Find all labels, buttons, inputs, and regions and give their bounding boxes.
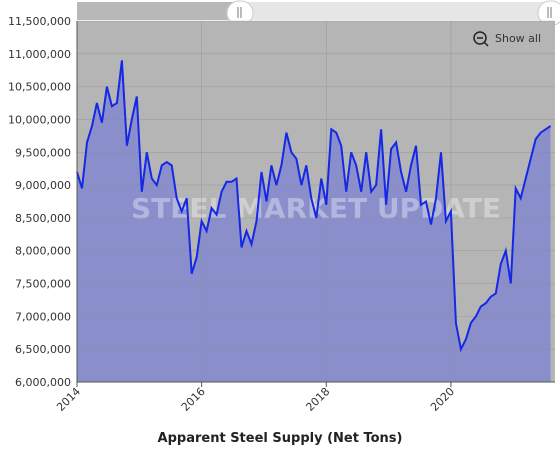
y-tick-label: 6,500,000 <box>15 343 71 356</box>
navigator-handle-right[interactable] <box>537 0 560 26</box>
y-tick-label: 8,500,000 <box>15 212 71 225</box>
y-tick-label: 11,500,000 <box>8 15 71 28</box>
chart-title: Apparent Steel Supply (Net Tons) <box>158 431 403 446</box>
y-tick-label: 7,000,000 <box>15 310 71 323</box>
y-tick-label: 9,000,000 <box>15 179 71 192</box>
reset-zoom-button[interactable]: Show all <box>473 31 541 47</box>
y-tick-label: 9,500,000 <box>15 146 71 159</box>
x-tick-label: 2020 <box>428 385 457 414</box>
x-tick-label: 2014 <box>54 385 83 414</box>
x-tick-label: 2018 <box>303 385 332 414</box>
y-tick-label: 11,000,000 <box>8 48 71 61</box>
line <box>76 60 552 353</box>
y-tick-label: 8,000,000 <box>15 245 71 258</box>
y-tick-label: 10,000,000 <box>8 113 71 126</box>
navigator-mask <box>77 2 240 20</box>
x-tick-label: 2016 <box>179 385 208 414</box>
y-tick-label: 6,000,000 <box>15 376 71 389</box>
reset-zoom-label[interactable]: Show all <box>495 32 541 45</box>
y-tick-label: 7,500,000 <box>15 278 71 291</box>
plot-area: STEEL MARKET UPDATE <box>76 20 555 383</box>
watermark: STEEL MARKET UPDATE <box>131 192 501 225</box>
area <box>77 60 551 383</box>
y-tick-label: 10,500,000 <box>8 81 71 94</box>
